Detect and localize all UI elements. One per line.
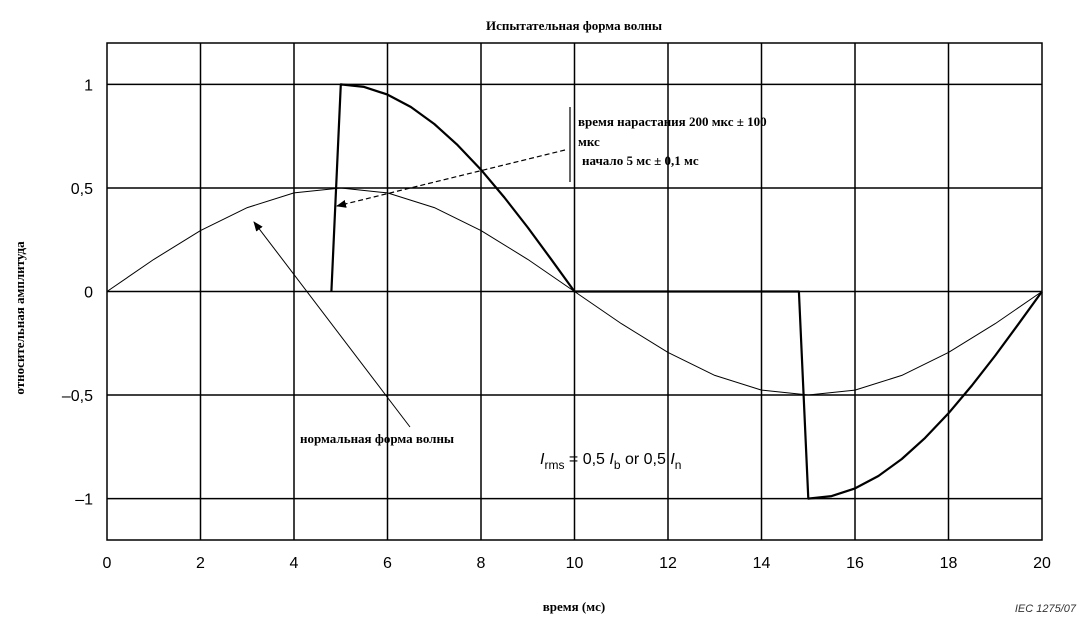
rise-time-label-cont: мкс [578, 134, 600, 149]
x-tick-label: 6 [383, 555, 392, 572]
formula-subscript: n [675, 458, 682, 472]
source-credit: IEC 1275/07 [1015, 603, 1077, 615]
x-tick-label: 18 [940, 555, 958, 572]
y-tick-label: 0 [84, 285, 93, 302]
x-tick-label: 0 [103, 555, 112, 572]
formula-text: or 0,5 [621, 451, 671, 468]
y-tick-label: 1 [84, 77, 93, 94]
test-waveform-line [330, 83, 1043, 500]
onset-arrow [336, 149, 566, 208]
rise-time-label: время нарастания 200 мкс ± 100 [578, 114, 767, 129]
onset-label: начало 5 мс ± 0,1 мс [582, 153, 699, 168]
formula-symbol: I [670, 451, 675, 468]
x-tick-label: 16 [846, 555, 864, 572]
x-tick-label: 4 [290, 555, 299, 572]
formula-subscript: rms [544, 458, 564, 472]
x-tick-label: 2 [196, 555, 205, 572]
series-lines [106, 83, 1043, 500]
y-tick-labels: 1 0,5 0 –0,5 –1 [62, 77, 93, 508]
x-tick-label: 10 [566, 555, 584, 572]
normal-waveform-arrow [253, 221, 411, 428]
x-tick-label: 14 [753, 555, 771, 572]
y-tick-label: –0,5 [62, 388, 93, 405]
rms-formula: Irms = 0,5 Ib or 0,5 In [540, 451, 681, 472]
y-tick-label: 0,5 [71, 181, 93, 198]
x-axis-label: время (мс) [543, 599, 605, 614]
x-tick-label: 8 [477, 555, 486, 572]
chart-title: Испытательная форма волны [486, 18, 662, 33]
x-tick-labels: 0 2 4 6 8 10 12 14 16 18 20 [103, 555, 1051, 572]
x-tick-label: 20 [1033, 555, 1051, 572]
y-axis-label: относительная амплитуда [12, 241, 27, 395]
x-tick-label: 12 [659, 555, 677, 572]
formula-symbol: I [609, 451, 614, 468]
y-tick-label: –1 [75, 492, 93, 509]
formula-symbol: I [540, 451, 545, 468]
formula-text: = 0,5 [564, 451, 609, 468]
formula-subscript: b [614, 458, 621, 472]
normal-waveform-label: нормальная форма волны [300, 431, 454, 446]
